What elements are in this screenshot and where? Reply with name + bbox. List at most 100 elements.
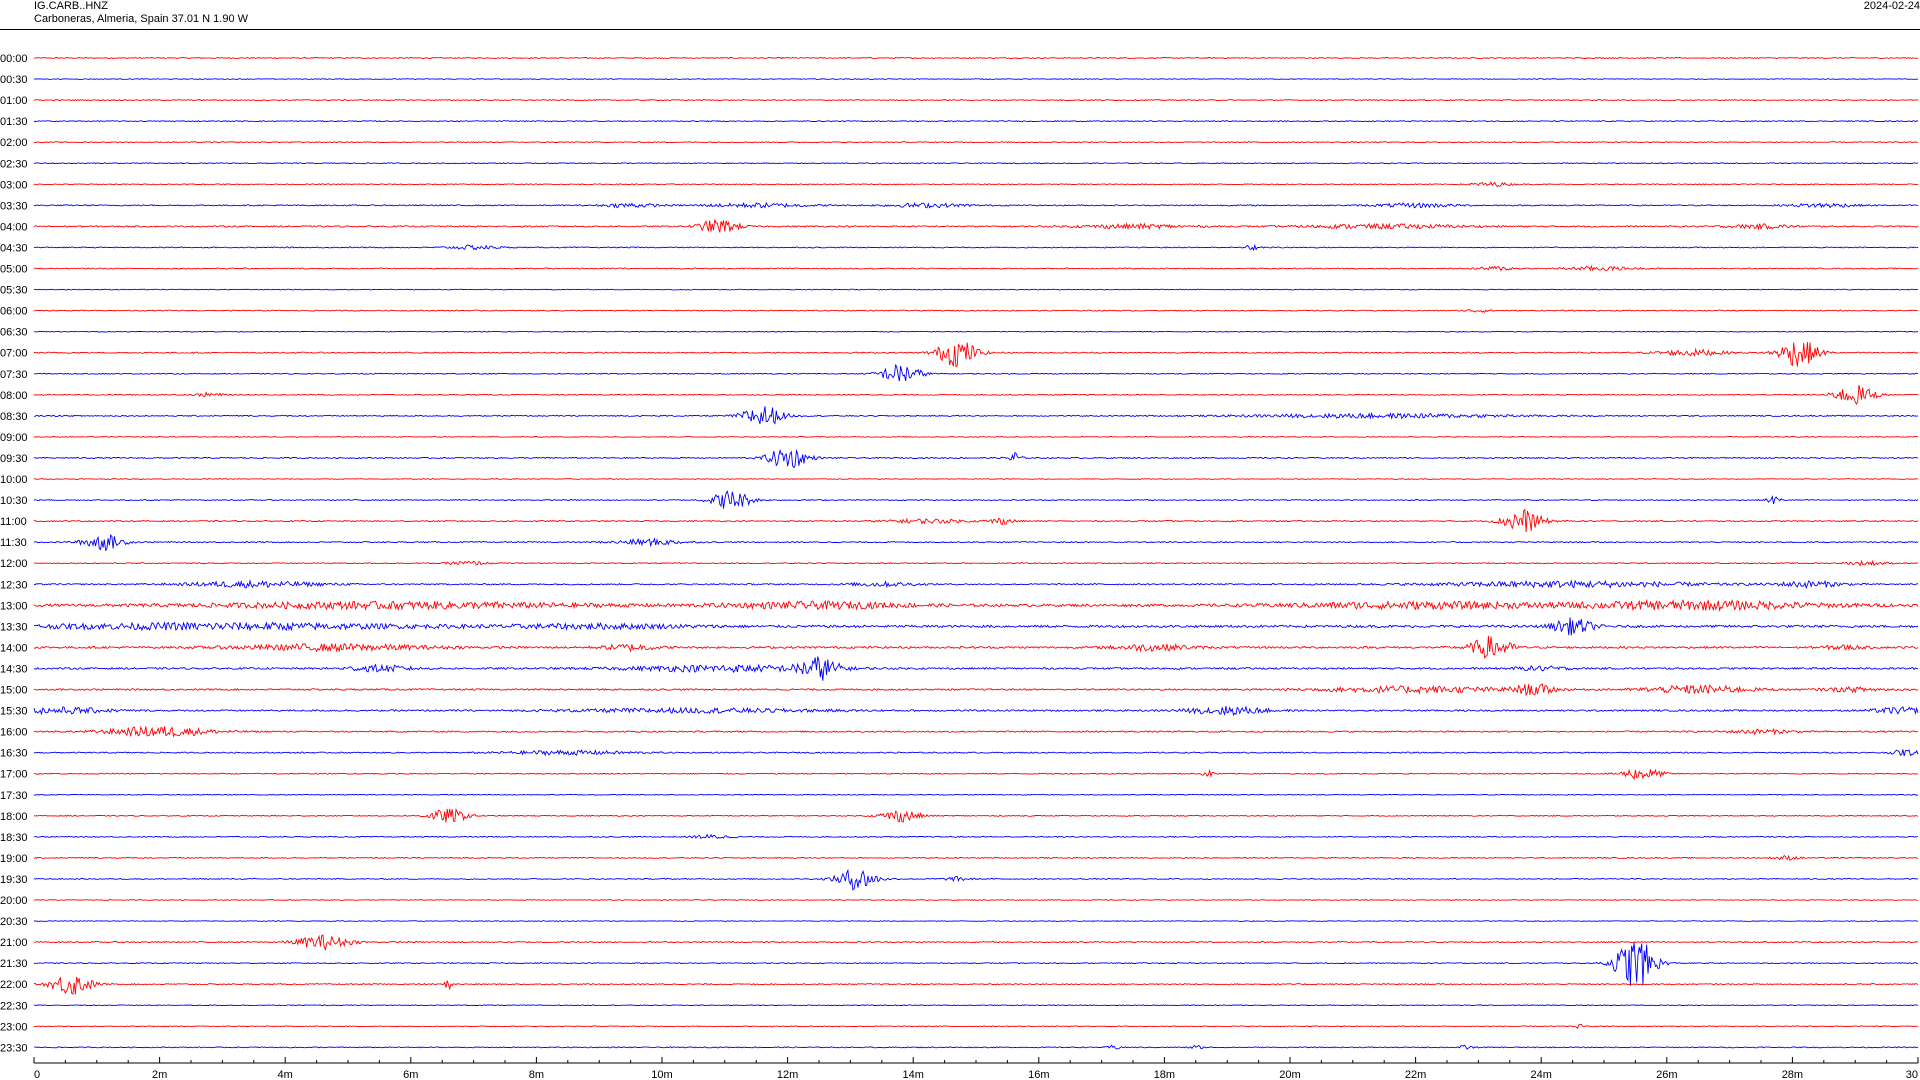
- row-time-label: 09:00: [0, 432, 28, 444]
- trace-1600: [33, 725, 1919, 738]
- trace-1330: [33, 617, 1919, 636]
- row-time-label: 23:30: [0, 1042, 28, 1054]
- x-tick-label: 26m: [1656, 1069, 1677, 1080]
- row-time-label: 19:00: [0, 853, 28, 865]
- row-time-label: 06:30: [0, 327, 28, 339]
- x-tick-label: 24m: [1530, 1069, 1551, 1080]
- row-time-label: 21:30: [0, 958, 28, 970]
- row-time-label: 07:00: [0, 348, 28, 360]
- row-time-label: 17:30: [0, 790, 28, 802]
- trace-0100: [33, 99, 1919, 102]
- trace-1830: [33, 833, 1919, 840]
- x-tick-label: 18m: [1154, 1069, 1175, 1080]
- trace-0330: [33, 201, 1918, 209]
- trace-2000: [33, 899, 1918, 901]
- row-time-label: 01:30: [0, 116, 28, 128]
- x-tick-label: 20m: [1279, 1069, 1300, 1080]
- row-time-label: 09:30: [0, 453, 28, 465]
- trace-0430: [33, 243, 1919, 252]
- x-tick-label: 22m: [1405, 1069, 1426, 1080]
- trace-1800: [33, 808, 1919, 823]
- trace-0500: [33, 264, 1919, 272]
- trace-0930: [33, 448, 1919, 469]
- trace-0630: [33, 330, 1919, 333]
- trace-1030: [33, 490, 1919, 509]
- trace-1900: [33, 854, 1919, 861]
- x-tick-label: 28m: [1782, 1069, 1803, 1080]
- row-time-label: 11:30: [0, 537, 27, 549]
- x-tick-label: 14m: [902, 1069, 923, 1080]
- row-time-label: 07:30: [0, 369, 28, 381]
- trace-0030: [33, 78, 1919, 80]
- station-location: Carboneras, Almeria, Spain 37.01 N 1.90 …: [34, 13, 249, 25]
- trace-1630: [33, 749, 1919, 757]
- row-time-label: 18:30: [0, 832, 28, 844]
- trace-1400: [33, 635, 1919, 660]
- row-time-label: 23:00: [0, 1021, 28, 1033]
- row-time-label: 02:30: [0, 158, 28, 170]
- trace-0200: [33, 141, 1919, 144]
- x-tick-label: 4m: [278, 1069, 293, 1080]
- row-time-label: 19:30: [0, 874, 28, 886]
- trace-0000: [33, 56, 1918, 60]
- trace-2330: [34, 1044, 1919, 1050]
- trace-2100: [34, 934, 1919, 952]
- row-time-label: 22:30: [0, 1000, 28, 1012]
- x-tick-label: 30: [1906, 1069, 1918, 1080]
- row-time-label: 11:00: [0, 516, 27, 528]
- trace-0830: [33, 406, 1919, 425]
- trace-1530: [33, 705, 1919, 717]
- trace-0600: [33, 309, 1919, 313]
- trace-0700: [33, 342, 1919, 368]
- row-time-label: 18:00: [0, 811, 28, 823]
- trace-1730: [33, 793, 1919, 796]
- row-time-label: 14:00: [0, 642, 28, 654]
- row-time-label: 22:00: [0, 979, 28, 991]
- row-time-label: 12:30: [0, 579, 28, 591]
- trace-1700: [33, 768, 1919, 781]
- row-time-label: 05:00: [0, 264, 28, 276]
- station-title: IG.CARB..HNZ: [34, 0, 108, 12]
- row-time-label: 00:00: [0, 53, 28, 65]
- row-time-label: 03:00: [0, 179, 28, 191]
- trace-2130: [33, 942, 1919, 986]
- row-time-label: 15:30: [0, 706, 28, 718]
- trace-rows: 00:00 00:30 01:00 01:30 02:00 02:30 03:00 03:30…: [0, 53, 1919, 1054]
- row-time-label: 13:30: [0, 621, 28, 633]
- row-time-label: 17:00: [0, 769, 28, 781]
- trace-1230: [33, 579, 1919, 590]
- x-tick-label: 12m: [777, 1069, 798, 1080]
- row-time-label: 10:00: [0, 474, 28, 486]
- trace-1430: [33, 656, 1919, 681]
- trace-1130: [33, 534, 1919, 552]
- header-divider: [0, 29, 1920, 30]
- row-time-label: 01:00: [0, 95, 28, 107]
- row-time-label: 15:00: [0, 685, 28, 697]
- trace-0900: [33, 435, 1919, 438]
- row-time-label: 20:30: [0, 916, 28, 928]
- trace-1500: [34, 683, 1919, 697]
- x-tick-label: 8m: [529, 1069, 544, 1080]
- trace-0530: [33, 288, 1919, 291]
- trace-2200: [33, 976, 1919, 995]
- date-label: 2024-02-24: [1863, 0, 1920, 12]
- row-time-label: 16:00: [0, 727, 28, 739]
- row-time-label: 04:00: [0, 221, 28, 233]
- trace-0130: [33, 120, 1919, 123]
- row-time-label: 10:30: [0, 495, 28, 507]
- row-time-label: 00:30: [0, 74, 28, 86]
- trace-1930: [33, 868, 1919, 891]
- row-time-label: 13:00: [0, 600, 28, 612]
- x-tick-label: 10m: [651, 1069, 672, 1080]
- trace-2300: [33, 1023, 1919, 1030]
- trace-2230: [33, 1004, 1919, 1007]
- row-time-label: 12:00: [0, 558, 28, 570]
- trace-1200: [34, 559, 1919, 567]
- row-time-label: 05:30: [0, 285, 28, 297]
- x-axis: 0 2m 4m 6m 8m 10m 12m 14m 16m 18m 20m 22m 24m 26m 28m 3…: [33, 1057, 1919, 1080]
- x-tick-label: 16m: [1028, 1069, 1049, 1080]
- trace-0230: [33, 162, 1919, 165]
- trace-1300: [33, 598, 1919, 612]
- trace-1100: [33, 508, 1919, 533]
